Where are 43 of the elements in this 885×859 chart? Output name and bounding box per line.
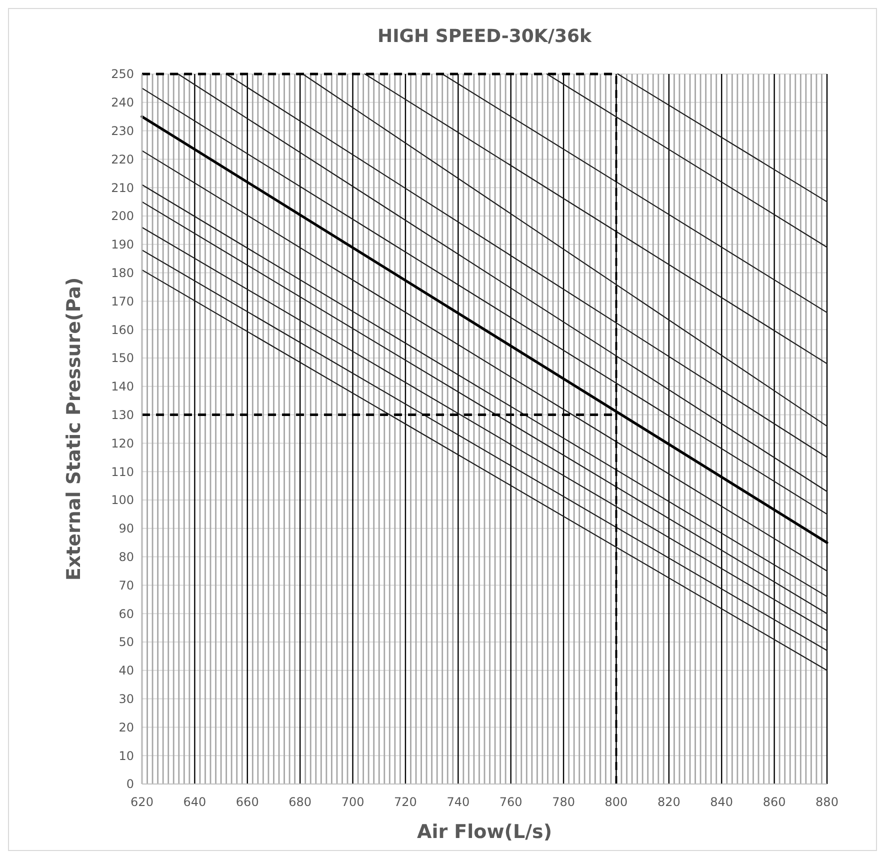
- x-tick-label: 740: [446, 795, 470, 809]
- y-tick-label: 50: [118, 635, 134, 650]
- y-tick-label: 60: [118, 606, 134, 621]
- x-tick-label: 620: [130, 795, 154, 809]
- x-tick-label: 780: [552, 795, 575, 809]
- y-tick-label: 210: [111, 180, 134, 195]
- y-tick-label: 90: [118, 522, 134, 536]
- x-tick-label: 840: [710, 795, 734, 809]
- y-tick-label: 190: [111, 238, 134, 252]
- y-tick-label: 20: [118, 720, 134, 734]
- y-tick-label: 220: [111, 152, 134, 166]
- y-tick-label: 250: [111, 67, 134, 82]
- y-tick-label: 10: [118, 748, 134, 763]
- y-tick-label: 140: [111, 380, 134, 394]
- y-tick-label: 200: [111, 209, 134, 224]
- x-tick-label: 720: [394, 795, 417, 809]
- chart-title: HIGH SPEED-30K/36k: [378, 26, 593, 47]
- y-tick-label: 120: [111, 436, 134, 450]
- y-tick-label: 130: [111, 408, 134, 422]
- x-tick-label: 860: [762, 795, 786, 809]
- y-axis-title: External Static Pressure(Pa): [63, 277, 85, 581]
- x-tick-label: 680: [288, 795, 312, 809]
- x-tick-label: 880: [816, 795, 838, 809]
- x-tick-label: 660: [236, 795, 259, 809]
- y-tick-label: 170: [111, 294, 134, 308]
- y-tick-label: 0: [126, 777, 134, 792]
- y-tick-label: 30: [118, 692, 134, 706]
- y-tick-label: 150: [111, 351, 134, 366]
- y-tick-label: 160: [111, 322, 134, 337]
- x-tick-label: 760: [499, 795, 522, 809]
- y-tick-label: 180: [111, 266, 134, 280]
- y-tick-label: 70: [118, 578, 134, 592]
- x-tick-label: 700: [341, 795, 364, 809]
- y-tick-label: 100: [111, 493, 134, 508]
- y-tick-label: 230: [111, 124, 134, 138]
- y-tick-label: 40: [118, 664, 134, 678]
- x-tick-label: 800: [604, 795, 628, 809]
- y-tick-label: 240: [111, 96, 134, 110]
- x-tick-label: 820: [657, 795, 680, 809]
- x-axis-title: Air Flow(L/s): [416, 821, 552, 843]
- x-tick-label: 640: [183, 795, 206, 809]
- y-tick-label: 110: [111, 464, 134, 479]
- y-tick-label: 80: [118, 550, 134, 564]
